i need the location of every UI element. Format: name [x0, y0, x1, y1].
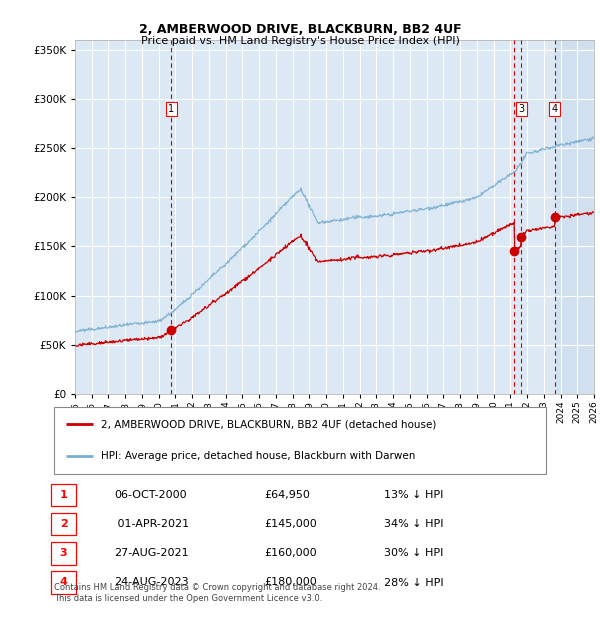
Text: 3: 3 [60, 548, 67, 559]
Text: £64,950: £64,950 [264, 490, 310, 500]
FancyBboxPatch shape [54, 407, 546, 474]
Text: £145,000: £145,000 [264, 519, 317, 529]
Text: 13% ↓ HPI: 13% ↓ HPI [384, 490, 443, 500]
Text: 06-OCT-2000: 06-OCT-2000 [114, 490, 187, 500]
Text: 24-AUG-2023: 24-AUG-2023 [114, 577, 188, 588]
Text: £160,000: £160,000 [264, 548, 317, 559]
Text: 01-APR-2021: 01-APR-2021 [114, 519, 189, 529]
Text: 3: 3 [518, 104, 524, 114]
Text: 27-AUG-2021: 27-AUG-2021 [114, 548, 188, 559]
Text: 28% ↓ HPI: 28% ↓ HPI [384, 577, 443, 588]
Text: £180,000: £180,000 [264, 577, 317, 588]
Text: 2, AMBERWOOD DRIVE, BLACKBURN, BB2 4UF (detached house): 2, AMBERWOOD DRIVE, BLACKBURN, BB2 4UF (… [101, 419, 436, 429]
Bar [75, 40, 554, 394]
Text: 1: 1 [60, 490, 67, 500]
Text: 4: 4 [551, 104, 558, 114]
Text: 1: 1 [169, 104, 175, 114]
Text: Price paid vs. HM Land Registry's House Price Index (HPI): Price paid vs. HM Land Registry's House … [140, 36, 460, 46]
Text: HPI: Average price, detached house, Blackburn with Darwen: HPI: Average price, detached house, Blac… [101, 451, 415, 461]
Text: 4: 4 [59, 577, 68, 588]
Text: Contains HM Land Registry data © Crown copyright and database right 2024.
This d: Contains HM Land Registry data © Crown c… [54, 583, 380, 603]
Text: 34% ↓ HPI: 34% ↓ HPI [384, 519, 443, 529]
Bar [554, 40, 594, 394]
Text: 2, AMBERWOOD DRIVE, BLACKBURN, BB2 4UF: 2, AMBERWOOD DRIVE, BLACKBURN, BB2 4UF [139, 23, 461, 36]
Text: 2: 2 [60, 519, 67, 529]
Text: 30% ↓ HPI: 30% ↓ HPI [384, 548, 443, 559]
